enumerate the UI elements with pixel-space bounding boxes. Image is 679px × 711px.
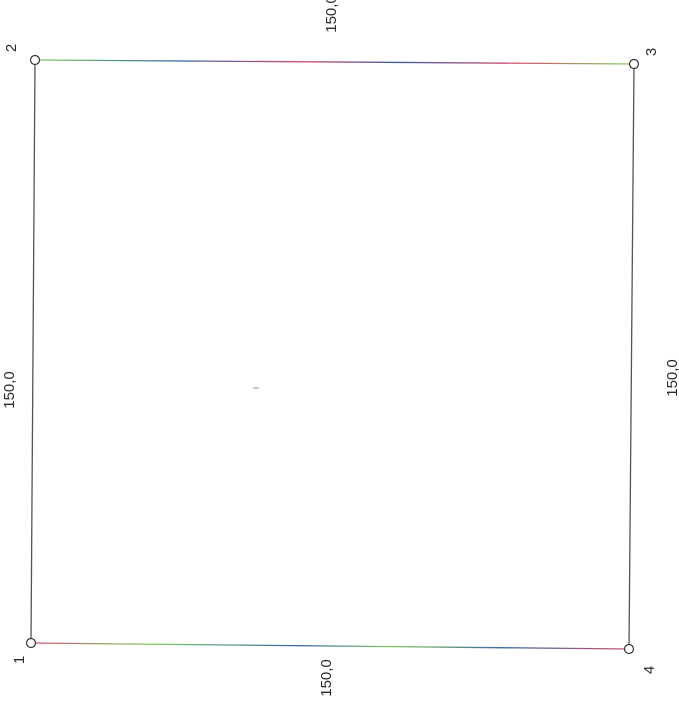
edge-4-1 bbox=[30, 642, 630, 650]
vertex-4 bbox=[623, 643, 635, 655]
edge-1-2 bbox=[30, 59, 36, 644]
vertex-1 bbox=[25, 637, 37, 649]
vertex-3 bbox=[628, 58, 640, 70]
edge-label-4-1: 150,0 bbox=[318, 659, 335, 697]
vertex-label-2: 2 bbox=[3, 44, 20, 52]
edge-3-4 bbox=[628, 63, 635, 650]
vertex-label-1: 1 bbox=[11, 656, 28, 664]
vertex-label-3: 3 bbox=[643, 48, 660, 56]
vertex-2 bbox=[29, 54, 41, 66]
edge-label-2-3: 150,0 bbox=[323, 0, 340, 33]
edge-label-1-2: 150,0 bbox=[1, 371, 18, 409]
vertex-label-4: 4 bbox=[641, 666, 658, 674]
edge-label-3-4: 150,0 bbox=[664, 359, 679, 397]
edge-2-3 bbox=[34, 59, 635, 65]
